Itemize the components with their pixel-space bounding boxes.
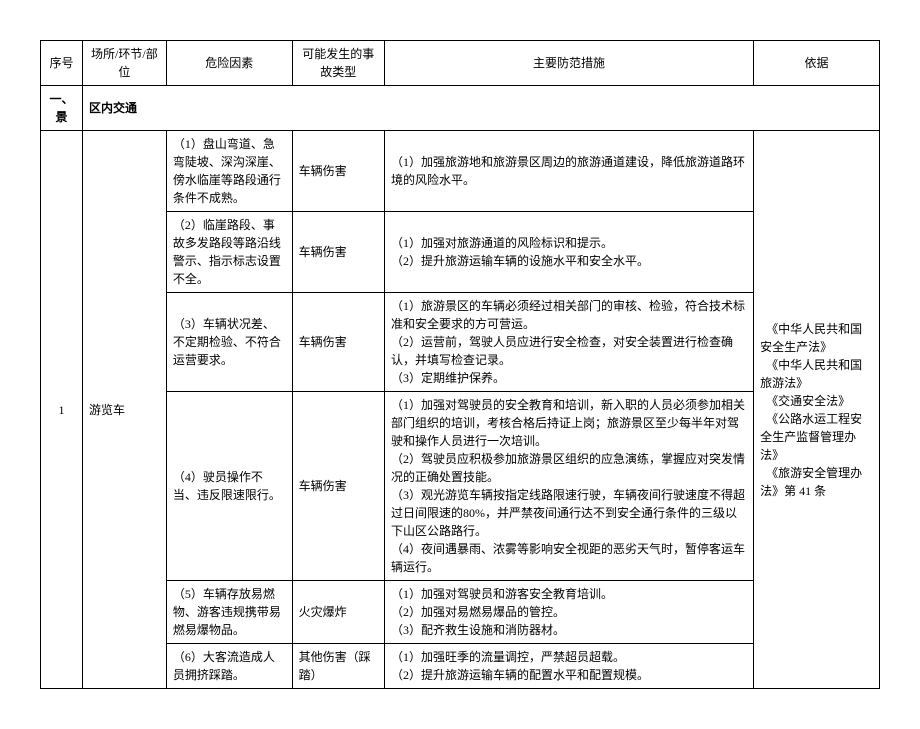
h-hazard: 危险因素 xyxy=(166,41,292,86)
h-type: 可能发生的事故类型 xyxy=(292,41,384,86)
basis: 《中华人民共和国安全生产法》 《中华人民共和国旅游法》 《交通安全法》 《公路水… xyxy=(754,131,880,689)
row-place: 游览车 xyxy=(82,131,166,689)
hazard: （4）驶员操作不当、违反限速限行。 xyxy=(166,392,292,581)
measure: （1）加强对驾驶员的安全教育和培训，新入职的人员必须参加相关部门组织的培训，考核… xyxy=(384,392,753,581)
measure: （1）旅游景区的车辆必须经过相关部门的审核、检验，符合技术标准和安全要求的方可营… xyxy=(384,293,753,392)
type: 车辆伤害 xyxy=(292,131,384,212)
table-row: 1 游览车 （1）盘山弯道、急弯陡坡、深沟深崖、傍水临崖等路段通行条件不成熟。 … xyxy=(41,131,880,212)
measure: （1）加强旅游地和旅游景区周边的旅游通道建设，降低旅游道路环境的风险水平。 xyxy=(384,131,753,212)
hazard: （1）盘山弯道、急弯陡坡、深沟深崖、傍水临崖等路段通行条件不成熟。 xyxy=(166,131,292,212)
type: 车辆伤害 xyxy=(292,392,384,581)
measure: （1）加强对旅游通道的风险标识和提示。 （2）提升旅游运输车辆的设施水平和安全水… xyxy=(384,212,753,293)
type: 火灾爆炸 xyxy=(292,581,384,644)
hazard: （3）车辆状况差、不定期检验、不符合运营要求。 xyxy=(166,293,292,392)
h-measure: 主要防范措施 xyxy=(384,41,753,86)
h-place: 场所/环节/部位 xyxy=(82,41,166,86)
measure: （1）加强旺季的流量调控，严禁超员超载。 （2）提升旅游运输车辆的配置水平和配置… xyxy=(384,644,753,689)
section-title: 区内交通 xyxy=(82,86,879,131)
type: 车辆伤害 xyxy=(292,293,384,392)
header-row: 序号 场所/环节/部位 危险因素 可能发生的事故类型 主要防范措施 依据 xyxy=(41,41,880,86)
type: 车辆伤害 xyxy=(292,212,384,293)
hazard: （6）大客流造成人员拥挤踩踏。 xyxy=(166,644,292,689)
measure: （1）加强对驾驶员和游客安全教育培训。 （2）加强对易燃易爆品的管控。 （3）配… xyxy=(384,581,753,644)
section-num: 一、景 xyxy=(41,86,83,131)
h-num: 序号 xyxy=(41,41,83,86)
type: 其他伤害（踩踏） xyxy=(292,644,384,689)
hazard: （5）车辆存放易燃物、游客违规携带易燃易爆物品。 xyxy=(166,581,292,644)
hazard: （2）临崖路段、事故多发路段等路沿线警示、指示标志设置不全。 xyxy=(166,212,292,293)
risk-table: 序号 场所/环节/部位 危险因素 可能发生的事故类型 主要防范措施 依据 一、景… xyxy=(40,40,880,689)
row-num: 1 xyxy=(41,131,83,689)
h-basis: 依据 xyxy=(754,41,880,86)
section-row: 一、景 区内交通 xyxy=(41,86,880,131)
